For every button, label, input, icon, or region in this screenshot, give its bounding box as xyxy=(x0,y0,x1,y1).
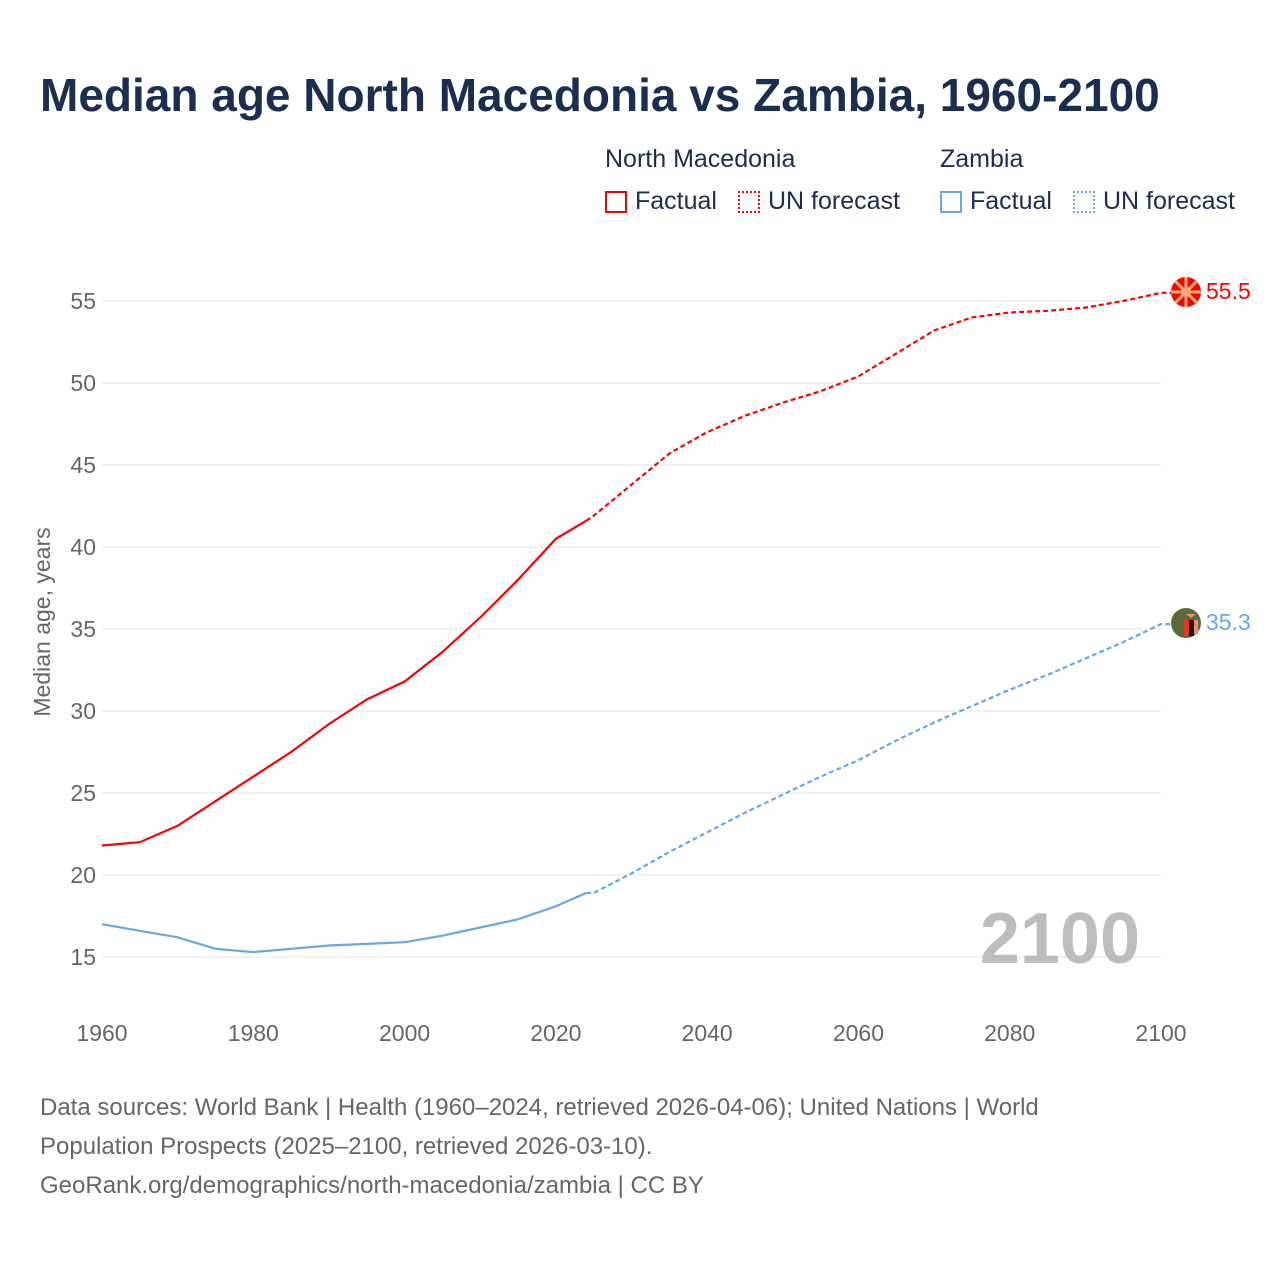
north-macedonia-forecast-line xyxy=(585,291,1172,522)
end-label-zambia: 35.3 xyxy=(1206,609,1251,635)
y-tick-label: 30 xyxy=(70,698,96,724)
y-tick-label: 25 xyxy=(70,780,96,806)
x-tick-label: 2100 xyxy=(1135,1020,1186,1046)
legend-nm-forecast[interactable]: UN forecast xyxy=(738,187,900,216)
zambia-flag-icon xyxy=(1171,608,1201,638)
legend-swatch-dotted xyxy=(738,190,760,213)
y-tick-label: 45 xyxy=(70,452,96,478)
legend-label: UN forecast xyxy=(768,187,900,215)
footer-line: Population Prospects (2025–2100, retriev… xyxy=(40,1133,653,1160)
y-tick-label: 15 xyxy=(70,944,96,970)
x-tick-label: 2040 xyxy=(682,1020,733,1046)
x-tick-label: 2020 xyxy=(530,1020,581,1046)
chart-title: Median age North Macedonia vs Zambia, 19… xyxy=(40,69,1160,121)
legend-swatch-solid xyxy=(605,190,627,213)
x-tick-label: 1980 xyxy=(228,1020,279,1046)
y-tick-label: 40 xyxy=(70,534,96,560)
y-tick-label: 55 xyxy=(70,288,96,314)
x-tick-label: 2080 xyxy=(984,1020,1035,1046)
footer-line: Data sources: World Bank | Health (1960–… xyxy=(40,1094,1039,1121)
legend-zm-forecast[interactable]: UN forecast xyxy=(1073,187,1235,216)
x-tick-label: 2060 xyxy=(833,1020,884,1046)
north-macedonia-factual-line xyxy=(101,519,587,847)
zambia-factual-line xyxy=(101,891,587,954)
x-tick-label: 2000 xyxy=(379,1020,430,1046)
legend-swatch-dotted xyxy=(1073,190,1095,213)
year-watermark: 2100 xyxy=(980,899,1140,979)
zambia-forecast-line xyxy=(586,622,1172,895)
footer-link[interactable]: GeoRank.org/demographics/north-macedonia… xyxy=(40,1172,704,1199)
legend-nm-factual[interactable]: Factual xyxy=(605,187,717,216)
legend-zm-factual[interactable]: Factual xyxy=(940,187,1052,216)
legend-label: Factual xyxy=(635,187,717,215)
legend-label: Factual xyxy=(970,187,1052,215)
legend-group-north-macedonia: North Macedonia xyxy=(605,145,796,173)
y-tick-label: 50 xyxy=(70,370,96,396)
end-label-north-macedonia: 55.5 xyxy=(1206,278,1251,304)
y-axis-label: Median age, years xyxy=(29,527,55,716)
x-tick-label: 1960 xyxy=(76,1020,127,1046)
north-macedonia-flag-icon xyxy=(1171,277,1201,307)
legend-label: UN forecast xyxy=(1103,187,1235,215)
y-tick-label: 20 xyxy=(70,862,96,888)
legend-swatch-solid xyxy=(940,190,962,213)
y-tick-label: 35 xyxy=(70,616,96,642)
footer-sources: Data sources: World Bank | Health (1960–… xyxy=(40,1088,1240,1205)
legend-group-zambia: Zambia xyxy=(940,145,1024,173)
